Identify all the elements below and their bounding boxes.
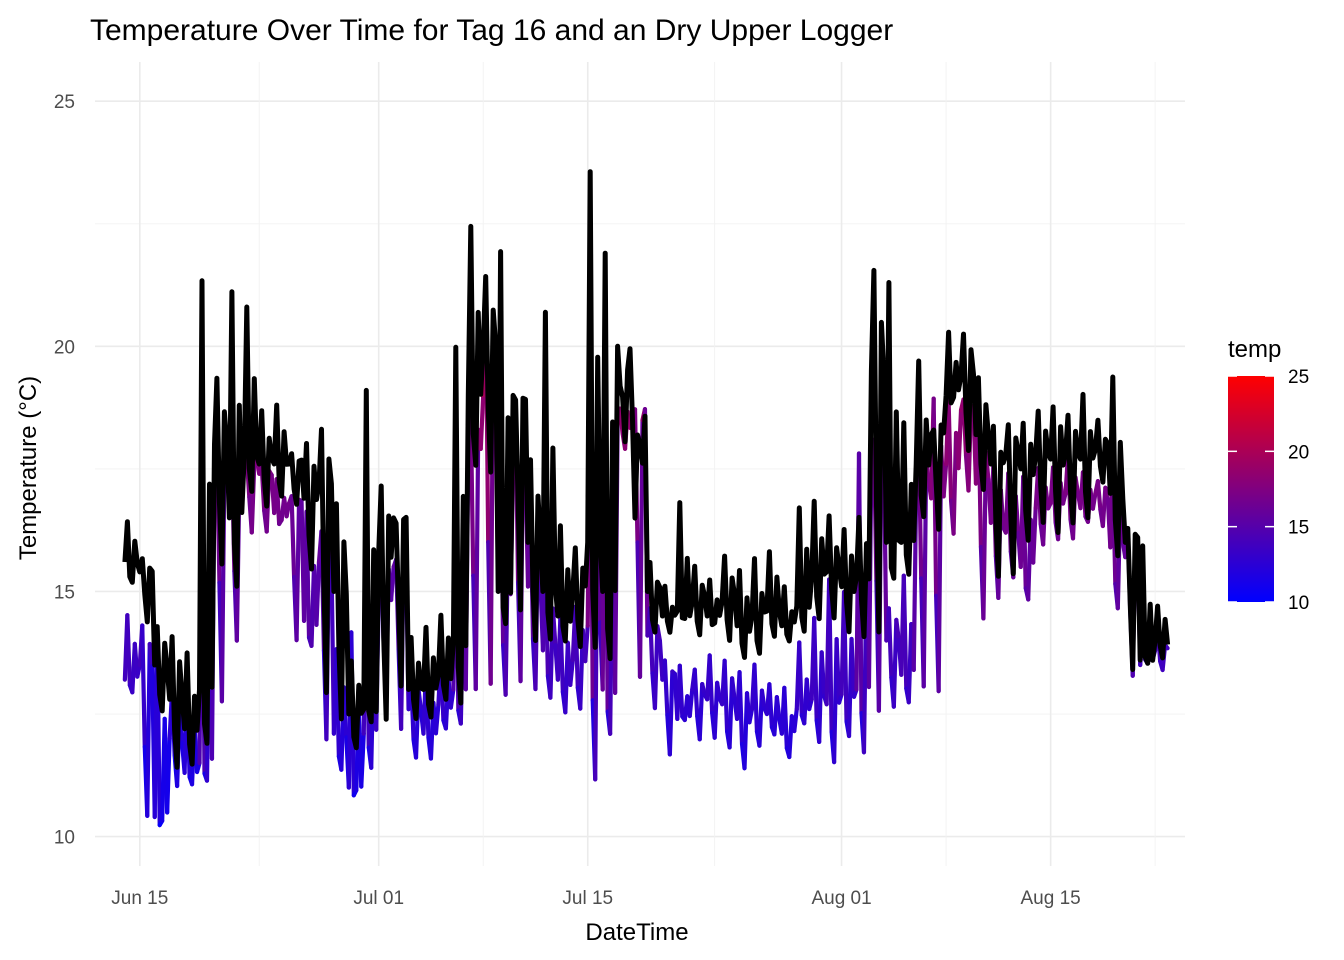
gradient-series-segment (1095, 479, 1103, 512)
gradient-series-segment (759, 688, 767, 711)
gradient-series-segment (145, 641, 152, 818)
x-tick-label: Aug 01 (811, 888, 871, 909)
gradient-series-segment (652, 624, 660, 711)
gradient-series-segment (341, 685, 349, 740)
gradient-series-segment (550, 606, 558, 648)
gradient-series-segment (655, 624, 663, 643)
black-series-line (122, 169, 1171, 770)
gradient-series-segment (448, 687, 456, 710)
legend-tick-label: 10 (1288, 593, 1309, 614)
gradient-series-segment (1090, 491, 1098, 511)
gradient-series-segment (334, 647, 341, 759)
legend: temp 25 20 15 10 (1228, 336, 1309, 614)
legend-title: temp (1228, 336, 1281, 363)
gradient-series-segment (478, 393, 486, 452)
legend-tick-label: 15 (1288, 518, 1309, 539)
gradient-series-segment (827, 577, 834, 734)
gradient-series-segment (697, 681, 705, 742)
gradient-series-segment (568, 657, 575, 688)
axis-ticks: 10 15 20 25 Jun 15 Jul 01 Jul 15 Aug 01 Aug 15 (54, 92, 1081, 909)
gradient-series-segment (941, 461, 949, 499)
gradient-series-segment (891, 617, 899, 709)
legend-ticks: 25 20 15 10 (1228, 367, 1309, 614)
x-axis-title: DateTime (585, 919, 688, 946)
gradient-series-segment (841, 589, 849, 724)
gradient-series-segment (894, 617, 901, 642)
gradient-series-segment (125, 613, 132, 688)
chart-title: Temperature Over Time for Tag 16 and an … (90, 14, 893, 47)
gradient-series-segment (812, 615, 819, 723)
gradient-series-segment (662, 658, 670, 718)
gradient-series-segment (901, 573, 909, 691)
gradient-series-segment (284, 501, 292, 519)
x-tick-label: Aug 15 (1020, 888, 1080, 909)
gradient-series-segment (946, 397, 954, 503)
gradient-series-segment (147, 641, 155, 669)
x-tick-label: Jul 15 (562, 888, 613, 909)
gradient-series-segment (473, 427, 481, 692)
gradient-series-segment (715, 680, 722, 701)
series-lines (122, 169, 1171, 828)
gradient-series-segment (834, 637, 842, 705)
x-tick-label: Jul 01 (353, 888, 404, 909)
y-tick-label: 25 (54, 92, 75, 113)
y-tick-label: 15 (54, 582, 75, 603)
gradient-series-segment (747, 707, 755, 725)
gradient-series-segment (819, 650, 827, 699)
gradient-series-segment (752, 662, 760, 734)
gradient-series-segment (289, 494, 297, 580)
gradient-series-segment (677, 663, 685, 719)
gradient-series-segment (767, 682, 774, 730)
legend-tick-label: 25 (1288, 367, 1309, 388)
x-tick-label: Jun 15 (111, 888, 168, 909)
gradient-series-segment (687, 687, 695, 719)
gradient-series-segment (1031, 506, 1038, 565)
gradient-series-segment (294, 497, 302, 643)
gradient-series-segment (797, 640, 804, 718)
gradient-series-segment (774, 695, 782, 722)
gradient-series-segment (707, 653, 715, 716)
gradient-series-segment (737, 670, 745, 747)
gradient-series-segment (165, 736, 172, 815)
gradient-series-segment (433, 702, 441, 736)
gradient-series-segment (956, 407, 964, 471)
gradient-series-segment (274, 477, 282, 527)
y-tick-label: 20 (54, 337, 75, 358)
gradient-series-segment (359, 731, 366, 789)
gradient-series-segment (729, 676, 737, 702)
gradient-series-segment (558, 616, 565, 695)
gradient-series-segment (692, 667, 700, 719)
gradient-series-segment (849, 636, 857, 699)
gradient-series-segment (667, 669, 675, 757)
gradient-series-segment (583, 623, 590, 664)
gradient-series-segment (782, 685, 789, 751)
gradient-series-segment (140, 623, 147, 749)
y-tick-label: 10 (54, 828, 75, 849)
gradient-series-segment (722, 658, 730, 734)
y-axis-title: Temperature (°C) (15, 376, 42, 560)
gradient-series-segment (792, 707, 799, 734)
gradient-series-segment (886, 606, 894, 680)
legend-colorbar (1228, 376, 1274, 602)
legend-tick-label: 20 (1288, 442, 1309, 463)
gradient-series-segment (389, 564, 396, 603)
gradient-series-segment (314, 559, 322, 627)
